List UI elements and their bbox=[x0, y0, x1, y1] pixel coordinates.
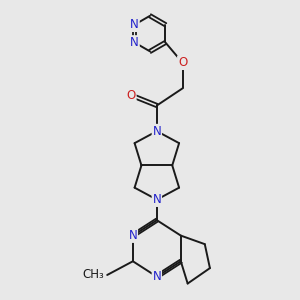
Text: N: N bbox=[152, 125, 161, 138]
Text: O: O bbox=[127, 89, 136, 102]
Text: O: O bbox=[178, 56, 187, 69]
Text: N: N bbox=[152, 270, 161, 283]
Text: N: N bbox=[130, 18, 139, 31]
Text: N: N bbox=[130, 36, 139, 49]
Text: N: N bbox=[128, 229, 137, 242]
Text: N: N bbox=[152, 193, 161, 206]
Text: CH₃: CH₃ bbox=[83, 268, 104, 281]
